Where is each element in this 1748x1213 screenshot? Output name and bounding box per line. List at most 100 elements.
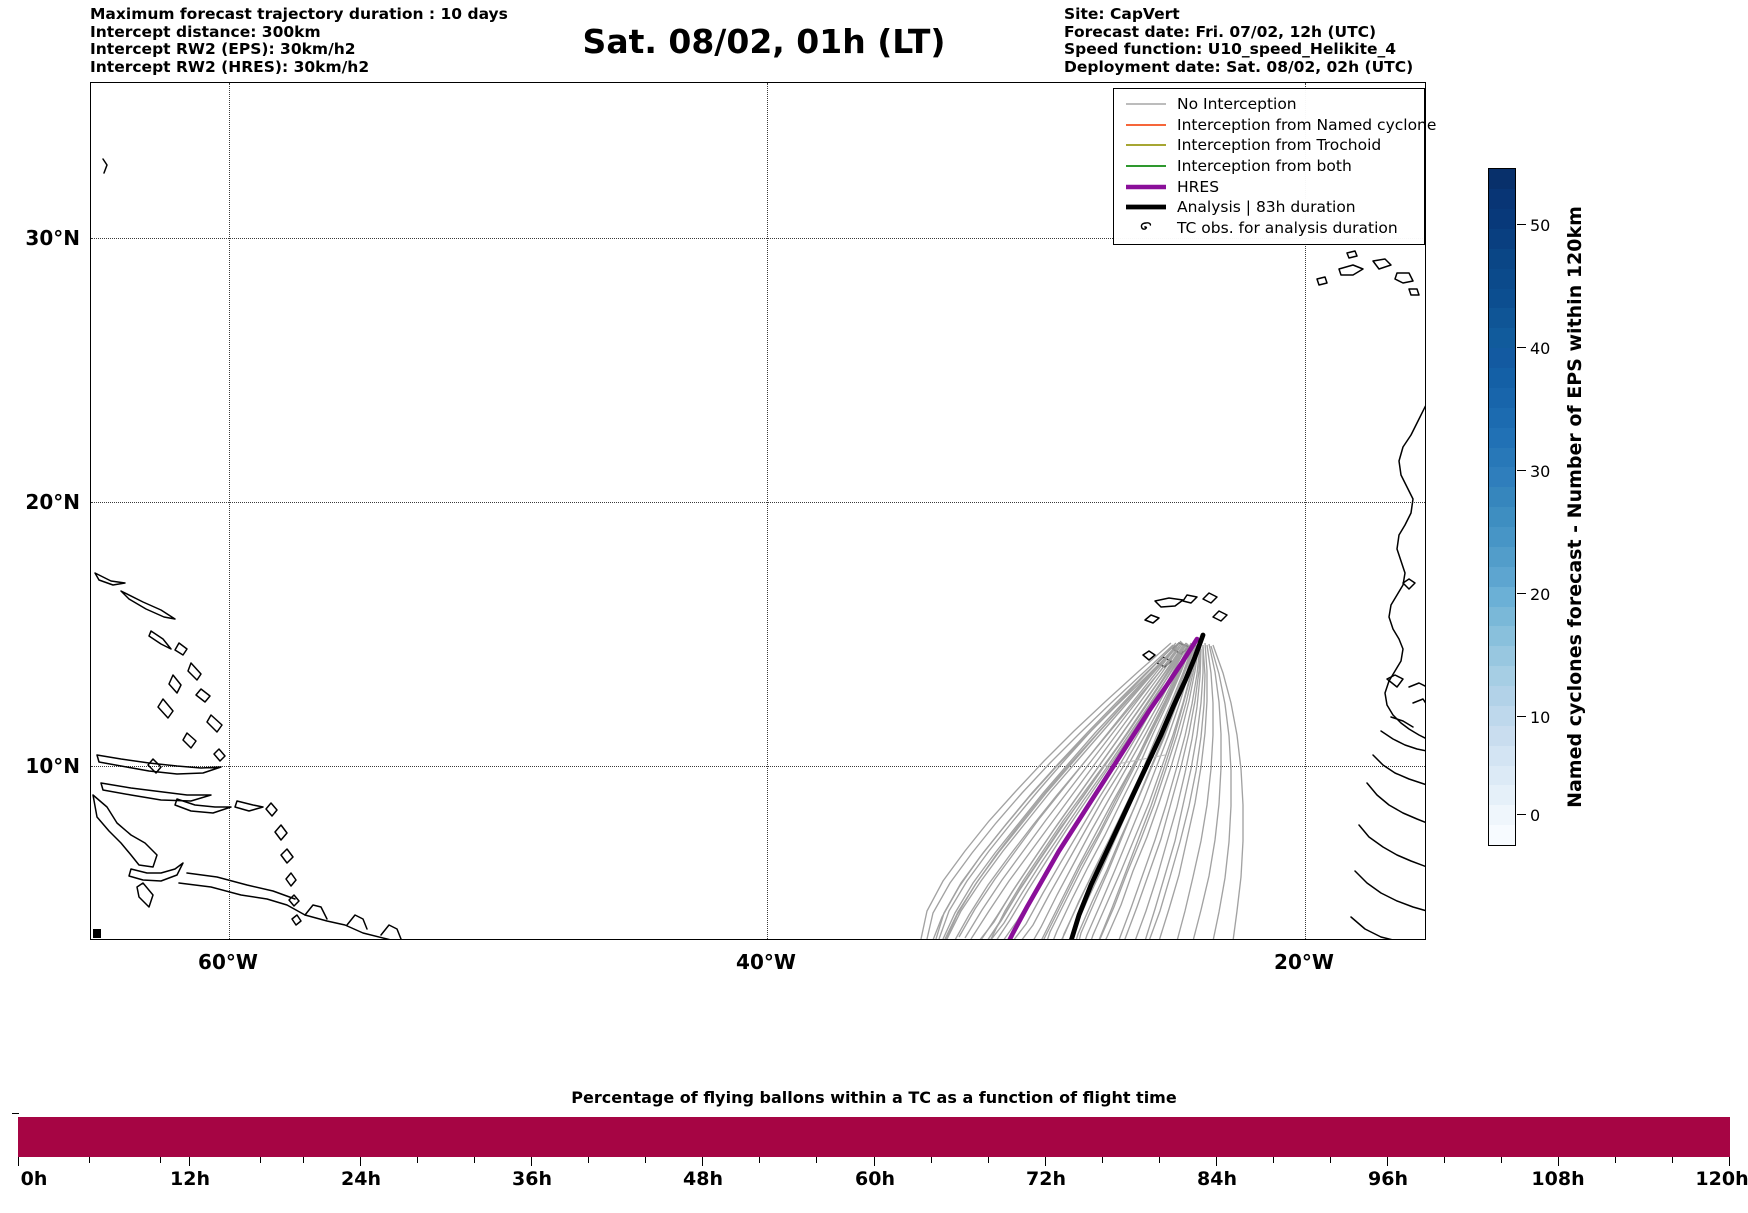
- colorbar-segment: [1489, 646, 1515, 667]
- colorbar-segment: [1489, 288, 1515, 309]
- progress-bar-axes[interactable]: [18, 1117, 1730, 1157]
- time-tick-minor: [417, 1157, 418, 1163]
- time-tick-label-48h: 48h: [683, 1168, 723, 1190]
- gridline-lat-10: [91, 766, 1425, 767]
- header-left-line-2: Intercept distance: 300km: [90, 22, 321, 41]
- lat-tick-label-20n: 20°N: [25, 490, 80, 514]
- colorbar-tick-label-10: 10: [1530, 708, 1551, 727]
- legend-item-hres[interactable]: HRES: [1123, 176, 1415, 197]
- legend-label: Analysis | 83h duration: [1177, 198, 1356, 217]
- progress-axis-y-tick: [12, 1113, 19, 1114]
- header-right-line-1: Site: CapVert: [1064, 5, 1180, 23]
- time-tick-120h: [1729, 1157, 1730, 1166]
- colorbar-segment: [1489, 209, 1515, 229]
- time-tick-minor: [160, 1157, 161, 1163]
- colorbar-segment: [1489, 308, 1515, 329]
- time-tick-minor: [303, 1157, 304, 1163]
- colorbar-segment: [1489, 546, 1515, 567]
- eps-trajectories: [920, 640, 1244, 939]
- colorbar-segment: [1489, 487, 1515, 508]
- colorbar-segment: [1489, 467, 1515, 488]
- legend-line-swatch-icon: [1123, 182, 1169, 192]
- legend-line-swatch-icon: [1123, 100, 1169, 108]
- time-tick-72h: [1045, 1157, 1046, 1166]
- legend-item-both[interactable]: Interception from both: [1123, 156, 1415, 177]
- time-tick-60h: [874, 1157, 875, 1166]
- legend-item-tc-obs[interactable]: TC obs. for analysis duration: [1123, 218, 1415, 239]
- header-right-line-2: Forecast date: Fri. 07/02, 12h (UTC): [1064, 22, 1377, 41]
- legend-item-no-interception[interactable]: No Interception: [1123, 94, 1415, 115]
- lat-tick-label-30n: 30°N: [25, 226, 80, 250]
- colorbar-segment: [1489, 705, 1515, 726]
- colorbar-tick-50: [1517, 224, 1526, 225]
- coastline-layer: [92, 158, 1425, 939]
- time-tick-minor: [89, 1157, 90, 1163]
- time-tick-label-84h: 84h: [1197, 1168, 1237, 1190]
- legend-item-trochoid[interactable]: Interception from Trochoid: [1123, 135, 1415, 156]
- colorbar-segment: [1489, 169, 1515, 190]
- colorbar-tick-label-30: 30: [1530, 462, 1551, 481]
- header-left-line-3: Intercept RW2 (EPS): 30km/h2: [90, 40, 356, 58]
- colorbar-segment: [1489, 407, 1515, 428]
- map-legend[interactable]: No Interception Interception from Named …: [1113, 88, 1436, 246]
- colorbar-segment: [1489, 825, 1515, 845]
- gridline-lon-40w: [767, 83, 768, 939]
- colorbar-segment: [1489, 606, 1515, 627]
- time-tick-label-12h: 12h: [170, 1168, 210, 1190]
- time-tick-108h: [1558, 1157, 1559, 1166]
- gridline-lon-60w: [229, 83, 230, 939]
- time-tick-minor: [931, 1157, 932, 1163]
- colorbar-segment: [1489, 348, 1515, 368]
- colorbar-segment: [1489, 527, 1515, 547]
- time-tick-minor: [588, 1157, 589, 1163]
- time-tick-minor: [1159, 1157, 1160, 1163]
- colorbar-segment: [1489, 328, 1515, 349]
- progress-caption: Percentage of flying ballons within a TC…: [571, 1088, 1177, 1107]
- lon-tick-label-60w: 60°W: [198, 950, 258, 974]
- colorbar-segment: [1489, 586, 1515, 607]
- header-right-info: Site: CapVert Forecast date: Fri. 07/02,…: [1064, 5, 1413, 76]
- time-tick-12h: [189, 1157, 190, 1166]
- time-tick-minor: [1444, 1157, 1445, 1163]
- header-right-line-3: Speed function: U10_speed_Helikite_4: [1064, 40, 1397, 58]
- time-tick-48h: [702, 1157, 703, 1166]
- colorbar-segment: [1489, 725, 1515, 746]
- axis-corner-marker: [93, 929, 101, 938]
- colorbar-segment: [1489, 228, 1515, 249]
- legend-item-analysis[interactable]: Analysis | 83h duration: [1123, 197, 1415, 218]
- legend-item-named-cyclone[interactable]: Interception from Named cyclone: [1123, 115, 1436, 136]
- colorbar-segment: [1489, 765, 1515, 786]
- colorbar-segment: [1489, 566, 1515, 587]
- time-tick-label-60h: 60h: [855, 1168, 895, 1190]
- time-tick-0h: [18, 1157, 19, 1166]
- time-tick-minor: [1273, 1157, 1274, 1163]
- colorbar-tick-label-50: 50: [1530, 216, 1551, 235]
- time-tick-label-24h: 24h: [341, 1168, 381, 1190]
- header-left-line-1: Maximum forecast trajectory duration : 1…: [90, 5, 508, 23]
- colorbar-segment: [1489, 666, 1515, 686]
- colorbar-segment: [1489, 447, 1515, 468]
- colorbar-tick-10: [1517, 716, 1526, 717]
- legend-label: Interception from both: [1177, 157, 1352, 176]
- colorbar-segment: [1489, 368, 1515, 388]
- colorbar-segment: [1489, 626, 1515, 647]
- page-title-text: Sat. 08/02, 01h (LT): [582, 22, 946, 61]
- time-tick-minor: [474, 1157, 475, 1163]
- colorbar-tick-30: [1517, 470, 1526, 471]
- colorbar-segment: [1489, 507, 1515, 527]
- colorbar-segment: [1489, 248, 1515, 269]
- time-tick-minor: [1330, 1157, 1331, 1163]
- legend-label: Interception from Trochoid: [1177, 136, 1382, 155]
- colorbar-axis-label: Named cyclones forecast - Number of EPS …: [1560, 168, 1590, 846]
- colorbar-tick-20: [1517, 593, 1526, 594]
- time-tick-label-0h: 0h: [20, 1168, 48, 1190]
- colorbar-segment: [1489, 387, 1515, 408]
- time-tick-minor: [988, 1157, 989, 1163]
- legend-line-swatch-icon: [1123, 141, 1169, 149]
- lat-tick-label-10n: 10°N: [25, 754, 80, 778]
- colorbar[interactable]: [1488, 168, 1516, 846]
- time-tick-minor: [1672, 1157, 1673, 1163]
- time-tick-36h: [531, 1157, 532, 1166]
- legend-line-swatch-icon: [1123, 202, 1169, 212]
- gridline-lat-30: [91, 238, 1425, 239]
